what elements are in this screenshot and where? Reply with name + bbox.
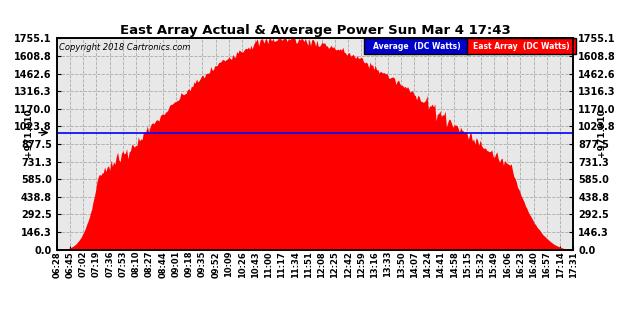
- Text: +971.910: +971.910: [24, 108, 33, 157]
- Text: East Array  (DC Watts): East Array (DC Watts): [473, 42, 570, 51]
- FancyBboxPatch shape: [467, 38, 576, 54]
- FancyBboxPatch shape: [364, 38, 470, 54]
- Text: Copyright 2018 Cartronics.com: Copyright 2018 Cartronics.com: [59, 43, 191, 52]
- Text: +971.910: +971.910: [597, 108, 606, 157]
- Title: East Array Actual & Average Power Sun Mar 4 17:43: East Array Actual & Average Power Sun Ma…: [120, 24, 510, 37]
- Text: Average  (DC Watts): Average (DC Watts): [373, 42, 461, 51]
